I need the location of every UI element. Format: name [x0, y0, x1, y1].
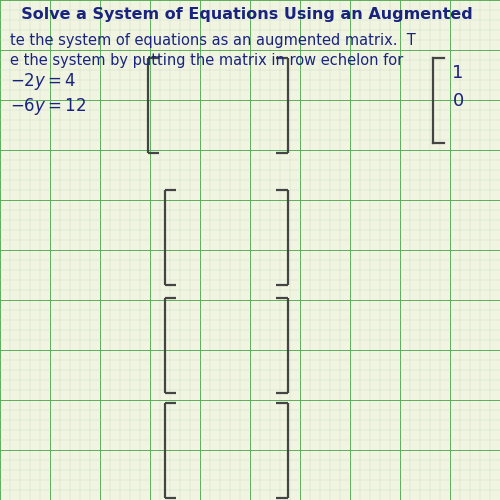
Text: e the system by putting the matrix in row echelon for: e the system by putting the matrix in ro…: [10, 54, 403, 68]
Text: Solve a System of Equations Using an Augmented: Solve a System of Equations Using an Aug…: [10, 8, 473, 22]
Text: te the system of equations as an augmented matrix.  T: te the system of equations as an augment…: [10, 32, 416, 48]
Text: 0: 0: [452, 92, 464, 110]
Text: $- 6y = 12$: $- 6y = 12$: [10, 96, 86, 117]
Text: 1: 1: [452, 64, 464, 82]
Text: $- 2y = 4$: $- 2y = 4$: [10, 71, 76, 92]
